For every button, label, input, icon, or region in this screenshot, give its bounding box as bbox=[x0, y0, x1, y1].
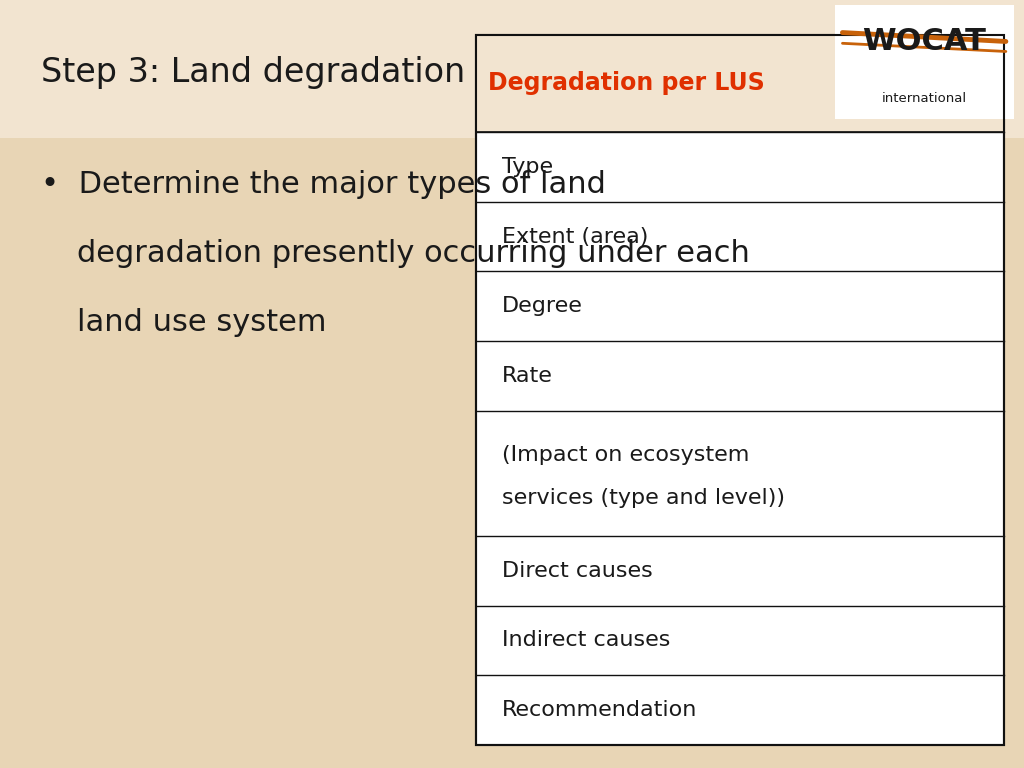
Text: degradation presently occurring under each: degradation presently occurring under ea… bbox=[77, 239, 750, 268]
Text: Step 3: Land degradation: Step 3: Land degradation bbox=[41, 57, 465, 89]
Text: Direct causes: Direct causes bbox=[502, 561, 652, 581]
Text: Indirect causes: Indirect causes bbox=[502, 631, 670, 650]
Text: international: international bbox=[882, 92, 967, 105]
Text: Degree: Degree bbox=[502, 296, 583, 316]
Bar bbox=[0, 138, 1024, 768]
Text: WOCAT: WOCAT bbox=[862, 27, 986, 56]
Text: •  Determine the major types of land: • Determine the major types of land bbox=[41, 170, 606, 199]
Text: land use system: land use system bbox=[77, 308, 327, 337]
Text: Degradation per LUS: Degradation per LUS bbox=[488, 71, 765, 95]
Text: (Impact on ecosystem: (Impact on ecosystem bbox=[502, 445, 750, 465]
Text: Type: Type bbox=[502, 157, 553, 177]
Text: services (type and level)): services (type and level)) bbox=[502, 488, 784, 508]
Bar bbox=[476, 35, 1004, 132]
Bar bbox=[0, 0, 1024, 138]
Bar bbox=[476, 35, 1004, 745]
Bar bbox=[476, 35, 1004, 745]
Bar bbox=[835, 5, 1014, 119]
Text: Recommendation: Recommendation bbox=[502, 700, 697, 720]
Text: Extent (area): Extent (area) bbox=[502, 227, 648, 247]
Text: Rate: Rate bbox=[502, 366, 553, 386]
